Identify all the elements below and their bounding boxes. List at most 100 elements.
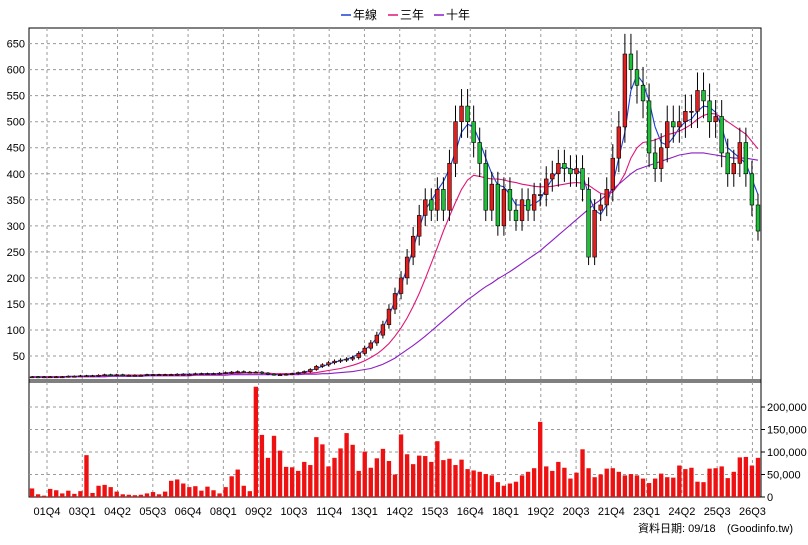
- volume-bar: [483, 474, 488, 497]
- x-tick-label: 26Q3: [739, 506, 766, 518]
- candle-body: [483, 163, 488, 211]
- candle-body: [368, 342, 373, 349]
- volume-bar: [701, 482, 706, 497]
- volume-bar: [562, 467, 567, 497]
- volume-bar: [707, 468, 712, 497]
- candle-body: [205, 373, 210, 375]
- volume-bar: [326, 466, 331, 497]
- volume-bar: [356, 470, 361, 497]
- volume-bar: [646, 483, 652, 497]
- volume-bar: [223, 487, 228, 497]
- volume-bar: [132, 495, 138, 497]
- volume-bar: [713, 468, 718, 497]
- volume-bar: [344, 433, 349, 497]
- candle-body: [755, 204, 761, 232]
- candle-body: [423, 199, 428, 216]
- source-label: (Goodinfo.tw): [727, 523, 793, 535]
- candle-body: [277, 374, 283, 377]
- candle-body: [610, 157, 615, 190]
- candle-body: [471, 121, 476, 143]
- candle-body: [181, 373, 186, 376]
- grid-layer: [28, 27, 762, 498]
- candle-body: [144, 374, 150, 377]
- price-tick-label: 450: [7, 143, 25, 155]
- candle-body: [211, 373, 216, 375]
- volume-bar: [550, 470, 555, 497]
- volume-bar: [610, 468, 615, 497]
- volume-bar: [84, 455, 89, 497]
- candle-body: [459, 105, 464, 123]
- candle-body: [283, 373, 289, 376]
- volume-bar: [725, 478, 730, 497]
- candle-body: [544, 178, 549, 195]
- volume-bar: [404, 454, 410, 497]
- volume-bar: [640, 478, 646, 497]
- volume-bar: [453, 465, 458, 497]
- volume-bar: [489, 475, 494, 497]
- candle-body: [223, 372, 228, 374]
- price-tick-label: 250: [7, 247, 25, 259]
- volume-bar: [410, 464, 416, 497]
- volume-bar: [604, 468, 609, 497]
- volume-bar: [314, 437, 319, 497]
- price-tick-label: 400: [7, 169, 25, 181]
- candle-body: [308, 369, 313, 372]
- volume-bar: [447, 458, 452, 497]
- volume-bar: [622, 475, 628, 497]
- candle-body: [489, 183, 494, 211]
- axis-layer: 5010015020025030035040045050055060065005…: [7, 39, 807, 518]
- candle-body: [538, 194, 543, 196]
- volume-bar: [302, 461, 307, 497]
- candle-body: [622, 53, 628, 128]
- volume-bar: [398, 434, 404, 497]
- price-tick-label: 200: [7, 273, 25, 285]
- legend-three-year-label: 三年: [400, 8, 424, 22]
- volume-bar: [47, 488, 53, 497]
- volume-bar: [66, 490, 71, 497]
- candle-body: [96, 374, 101, 377]
- candle-body: [441, 189, 446, 211]
- volume-bar: [634, 475, 640, 497]
- volume-bar: [253, 386, 259, 497]
- candle-body: [229, 371, 234, 374]
- volume-bar: [283, 466, 289, 497]
- x-tick-label: 24Q2: [668, 506, 695, 518]
- volume-bar: [35, 494, 41, 497]
- volume-bar: [289, 467, 295, 497]
- candle-body: [568, 168, 573, 175]
- candle-body: [187, 373, 192, 376]
- volume-bar: [435, 441, 440, 497]
- candle-body: [465, 105, 470, 123]
- candle-body: [628, 53, 634, 70]
- candle-body: [580, 168, 585, 190]
- candle-body: [392, 293, 398, 310]
- volume-bar: [628, 474, 634, 497]
- candle-body: [138, 374, 144, 377]
- candle-body: [29, 376, 35, 379]
- candle-body: [271, 373, 277, 376]
- price-tick-label: 600: [7, 65, 25, 77]
- x-tick-label: 20Q3: [563, 506, 590, 518]
- candlestick-layer: [29, 33, 761, 379]
- volume-bar: [592, 477, 597, 497]
- candle-body: [574, 168, 579, 175]
- candle-body: [259, 371, 265, 374]
- volume-bar: [683, 469, 688, 497]
- volume-bar: [308, 465, 313, 497]
- volume-bar: [78, 491, 83, 497]
- volume-bar: [156, 494, 162, 497]
- candle-body: [689, 110, 694, 113]
- price-tick-label: 150: [7, 299, 25, 311]
- candle-body: [701, 90, 706, 102]
- candle-body: [193, 373, 198, 375]
- candle-body: [102, 374, 107, 377]
- candle-body: [320, 364, 325, 367]
- candle-body: [677, 121, 682, 128]
- volume-bar: [671, 477, 676, 497]
- volume-bar: [665, 477, 670, 497]
- volume-bar: [423, 456, 428, 497]
- volume-bar: [277, 450, 283, 497]
- volume-tick-label: 150,000: [767, 425, 807, 437]
- candle-body: [550, 173, 555, 180]
